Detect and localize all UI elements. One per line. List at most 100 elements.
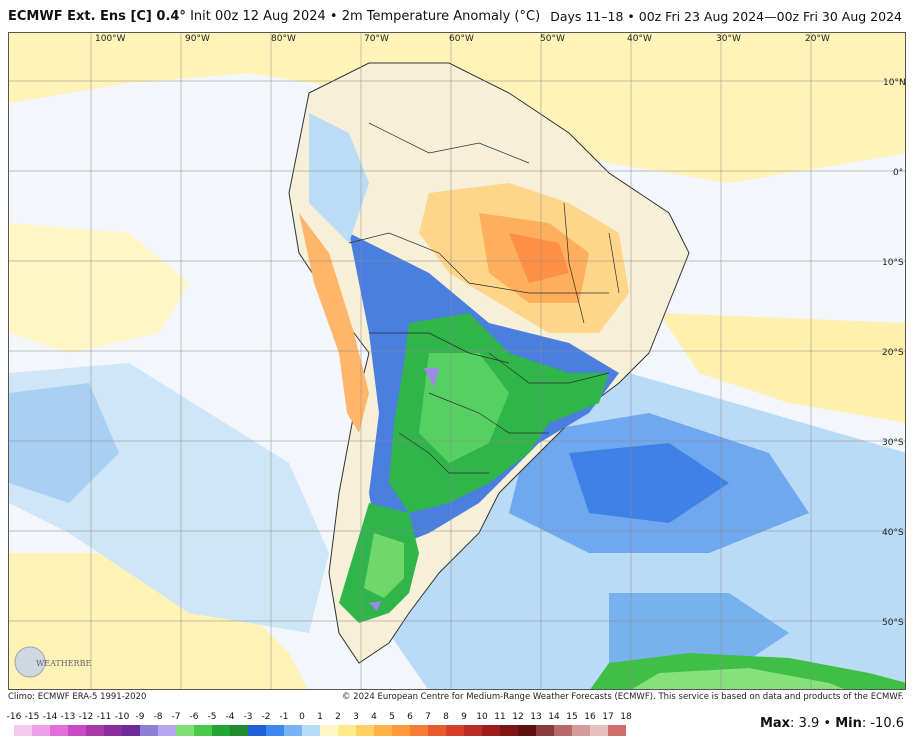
colorbar-tick-label: 16 [584,712,596,722]
colorbar-swatch [212,725,230,736]
colorbar-tick-label: 14 [548,712,560,722]
colorbar-swatch [50,725,68,736]
colorbar-swatch [464,725,482,736]
lon-label: 80°W [271,34,296,44]
colorbar-tick-label: 7 [425,712,431,722]
lon-label: 70°W [364,34,389,44]
colorbar-swatch [608,725,626,736]
colorbar-tick-label: 15 [566,712,578,722]
min-value: -10.6 [870,716,904,731]
colorbar-tick-label: -5 [207,712,217,722]
lat-label: 50°S [882,618,904,628]
lon-label: 60°W [449,34,474,44]
lat-label: 10°N [883,78,906,88]
lat-label: 30°S [882,438,904,448]
map-title: ECMWF Ext. Ens [C] 0.4° Init 00z 12 Aug … [8,9,541,24]
colorbar-swatch [32,725,50,736]
colorbar-tick-label: -14 [42,712,58,722]
colorbar-swatch [356,725,374,736]
colorbar-tick-label: 13 [530,712,542,722]
variable-name: 2m Temperature Anomaly (°C) [341,9,541,24]
colorbar-swatch [176,725,194,736]
lon-label: 100°W [95,34,126,44]
colorbar-swatch [194,725,212,736]
colorbar-swatch [554,725,572,736]
svg-text:WEATHERBELL: WEATHERBELL [36,659,92,668]
longitude-labels: 100°W 90°W 80°W 70°W 60°W 50°W 40°W 30°W… [95,34,830,44]
colorbar-tick-label: -13 [60,712,76,722]
colorbar-swatch [590,725,608,736]
colorbar-tick-label: 4 [371,712,377,722]
colorbar-tick-label: 5 [389,712,395,722]
colorbar-swatch [158,725,176,736]
colorbar-tick-label: 10 [476,712,488,722]
colorbar-swatch [68,725,86,736]
colorbar-tick-label: -11 [96,712,112,722]
colorbar-swatch [374,725,392,736]
colorbar-tick-label: 11 [494,712,506,722]
max-value: 3.9 [798,716,820,731]
lon-label: 50°W [540,34,565,44]
colorbar-swatch [500,725,518,736]
colorbar-tick-label: -6 [189,712,199,722]
min-label: Min [835,716,862,731]
colorbar-swatch [446,725,464,736]
colorbar-tick-label: -3 [243,712,253,722]
colorbar-swatch [338,725,356,736]
colorbar-tick-label: -4 [225,712,235,722]
lat-label: 20°S [882,348,904,358]
country-borders [348,122,620,474]
title-bar: ECMWF Ext. Ens [C] 0.4° Init 00z 12 Aug … [0,0,914,32]
colorbar-tick-label: 2 [335,712,341,722]
colorbar-tick-label: -1 [279,712,289,722]
colorbar-swatch [518,725,536,736]
colorbar-tick-label: -7 [171,712,181,722]
colorbar-swatch [14,725,32,736]
init-time: Init 00z 12 Aug 2024 [190,9,326,24]
colorbar-tick-label: -12 [78,712,94,722]
colorbar-tick-label: 18 [620,712,632,722]
colorbar-swatch [122,725,140,736]
colorbar-swatch [536,725,554,736]
colorbar-tick-label: -16 [6,712,22,722]
colorbar-tick-label: -10 [114,712,130,722]
colorbar-tick-label: 3 [353,712,359,722]
lon-label: 20°W [805,34,830,44]
colorbar-swatch [140,725,158,736]
copyright-note: © 2024 European Centre for Medium-Range … [341,692,904,702]
colorbar-swatch [320,725,338,736]
colorbar-swatch [86,725,104,736]
colorbar-swatch [302,725,320,736]
lon-label: 30°W [716,34,741,44]
colorbar-tick-label: -8 [153,712,163,722]
lat-label: 10°S [882,258,904,268]
colorbar-tick-label: -9 [135,712,145,722]
warm-anomaly-atlantic [659,313,905,423]
lon-label: 40°W [627,34,652,44]
weatherbell-logo: WEATHERBELL [14,646,92,678]
climo-note: Climo: ECMWF ERA-5 1991-2020 [8,692,147,702]
lat-label: 40°S [882,528,904,538]
colorbar-tick-label: -15 [24,712,40,722]
colorbar-tick-label: 17 [602,712,614,722]
colorbar-swatch [284,725,302,736]
forecast-map: 100°W 90°W 80°W 70°W 60°W 50°W 40°W 30°W… [8,32,906,690]
warm-anomaly-pacific [9,223,189,353]
lat-label: 0° [893,168,903,178]
colorbar-swatch [230,725,248,736]
colorbar-swatch [410,725,428,736]
colorbar-tick-label: 8 [443,712,449,722]
graticule [9,33,905,689]
max-label: Max [759,716,791,731]
colorbar-swatch [104,725,122,736]
colorbar-swatch [266,725,284,736]
valid-period: Days 11–18 • 00z Fri 23 Aug 2024—00z Fri… [550,9,902,24]
colorbar-tick-label: 9 [461,712,467,722]
colorbar-tick-label: 1 [317,712,323,722]
colorbar-swatch [572,725,590,736]
colorbar-swatch [428,725,446,736]
lon-label: 90°W [185,34,210,44]
latitude-labels: 10°N 0° 10°S 20°S 30°S 40°S 50°S [882,78,906,628]
model-name: ECMWF Ext. Ens [C] 0.4° [8,9,186,24]
colorbar-tick-label: -2 [261,712,271,722]
